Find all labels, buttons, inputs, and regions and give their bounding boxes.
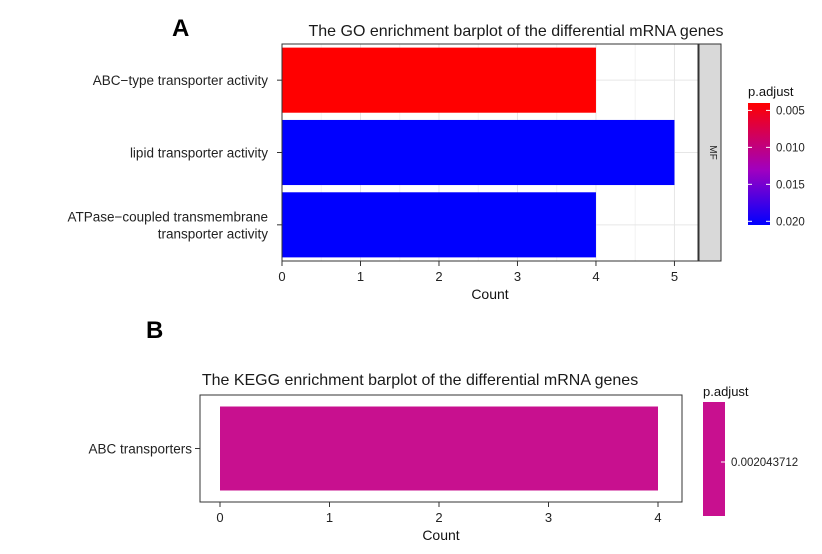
panel-a-legend-title: p.adjust [748, 84, 794, 99]
panel-b-label: B [146, 317, 163, 344]
panel-a-x-tick-label: 3 [514, 269, 521, 284]
panel-b-x-tick-label: 4 [654, 510, 661, 525]
panel-a-category-label: ABC−type transporter activity [93, 73, 268, 88]
panel-b-x-tick-label: 1 [326, 510, 333, 525]
panel-b-legend-colorbar [703, 402, 725, 516]
panel-a-legend-tick-label: 0.015 [776, 179, 805, 191]
panel-a-legend-colorbar [748, 103, 770, 225]
panel-b-x-tick-label: 3 [545, 510, 552, 525]
panel-b-x-tick-label: 0 [216, 510, 223, 525]
panel-a-x-tick-label: 4 [592, 269, 599, 284]
panel-a-plot-border [281, 43, 699, 262]
panel-b-x-axis-label: Count [422, 527, 459, 543]
panel-b-bar [220, 406, 658, 491]
panel-a-bar [282, 47, 596, 113]
panel-a-legend-tick-label: 0.005 [776, 105, 805, 117]
panel-a-x-tick-label: 2 [435, 269, 442, 284]
panel-b-legend-title: p.adjust [703, 384, 749, 399]
panel-a-title: The GO enrichment barplot of the differe… [308, 23, 723, 40]
panel-b-x-tick-label: 2 [435, 510, 442, 525]
panel-a-legend-tick-label: 0.020 [776, 216, 805, 228]
panel-a-label: A [172, 15, 189, 42]
panel-b-legend-tick-label: 0.002043712 [731, 457, 798, 469]
panel-a-legend-tick-label: 0.010 [776, 142, 805, 154]
panel-a-category-label: lipid transporter activity [130, 146, 268, 161]
panel-a-category-label: transporter activity [158, 226, 269, 241]
panel-a-x-tick-label: 5 [671, 269, 678, 284]
panel-b-title: The KEGG enrichment barplot of the diffe… [202, 372, 638, 389]
panel-a-x-tick-label: 0 [278, 269, 285, 284]
panel-a-bar [282, 192, 596, 258]
panel-a-bar [282, 119, 675, 186]
panel-a-category-label: ATPase−coupled transmembrane [68, 209, 268, 224]
panel-a-x-tick-label: 1 [357, 269, 364, 284]
panel-b-category-label: ABC transporters [88, 442, 192, 457]
panel-a-x-axis-label: Count [471, 286, 508, 302]
panel-a-facet-label: MF [707, 145, 718, 159]
panel-a-facet-strip [698, 43, 722, 262]
